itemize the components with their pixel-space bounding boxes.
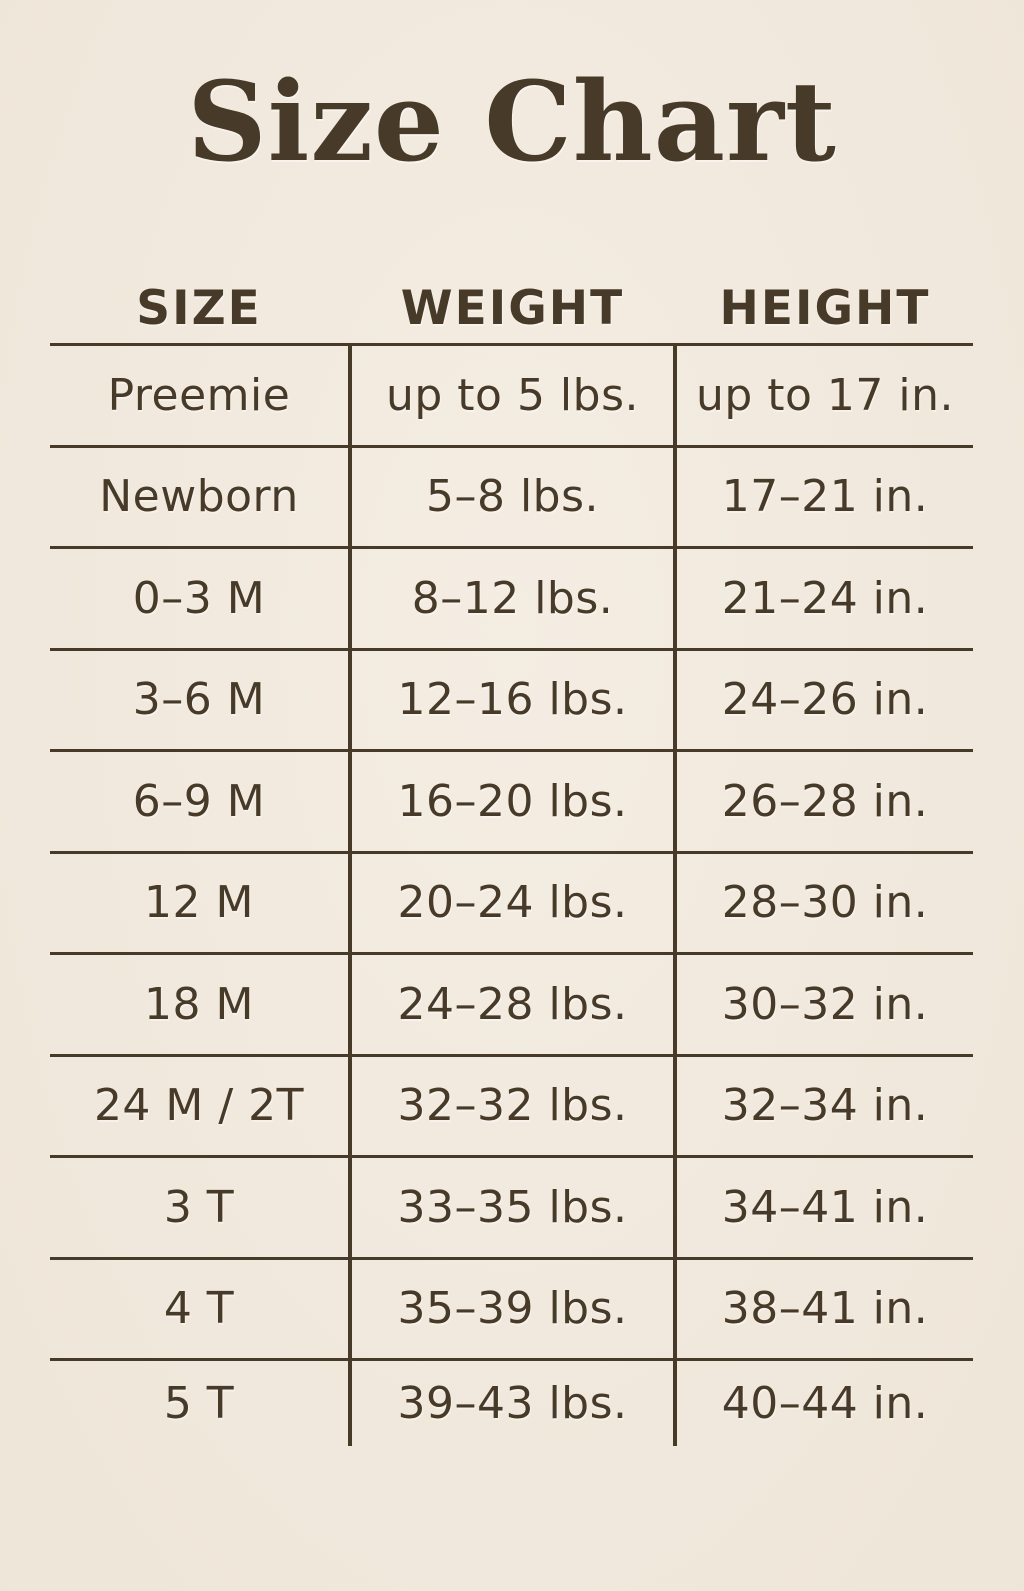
table-row: 4 T 35–39 lbs. 38–41 in. <box>50 1256 973 1358</box>
size-chart-page: Size Chart SIZE WEIGHT HEIGHT Preemie up… <box>0 55 1024 1446</box>
page-title: Size Chart <box>187 57 837 186</box>
size-cell: 5 T <box>163 1378 235 1429</box>
table-row: 3 T 33–35 lbs. 34–41 in. <box>50 1155 973 1257</box>
weight-cell: 35–39 lbs. <box>348 1259 677 1358</box>
height-cell: up to 17 in. <box>695 369 955 421</box>
weight-cell: 5–8 lbs. <box>348 447 677 546</box>
weight-cell: up to 5 lbs. <box>348 346 677 445</box>
table-row: 24 M / 2T 32–32 lbs. 32–34 in. <box>50 1053 973 1155</box>
size-chart-table: SIZE WEIGHT HEIGHT Preemie up to 5 lbs. … <box>50 273 973 1446</box>
size-cell: 18 M <box>144 978 254 1030</box>
weight-cell: 20–24 lbs. <box>348 853 677 952</box>
table-row: 3–6 M 12–16 lbs. 24–26 in. <box>50 647 973 749</box>
weight-cell: 8–12 lbs. <box>348 549 677 648</box>
weight-cell: 33–35 lbs. <box>348 1158 677 1257</box>
size-cell: 6–9 M <box>132 775 266 827</box>
height-cell: 17–21 in. <box>721 471 929 523</box>
height-cell: 28–30 in. <box>721 877 929 929</box>
column-header-size: SIZE <box>136 280 262 336</box>
weight-cell: 39–43 lbs. <box>348 1361 677 1446</box>
size-table-body: Preemie up to 5 lbs. up to 17 in. Newbor… <box>50 343 973 1446</box>
height-cell: 26–28 in. <box>721 775 929 827</box>
height-cell: 32–34 in. <box>721 1080 929 1132</box>
size-cell: Newborn <box>99 471 299 523</box>
table-row: 12 M 20–24 lbs. 28–30 in. <box>50 850 973 952</box>
weight-cell: 24–28 lbs. <box>348 955 677 1054</box>
size-cell: 12 M <box>144 877 254 929</box>
height-cell: 30–32 in. <box>721 978 929 1030</box>
size-cell: 24 M / 2T <box>93 1080 305 1132</box>
table-row: Preemie up to 5 lbs. up to 17 in. <box>50 343 973 445</box>
weight-cell: 32–32 lbs. <box>348 1056 677 1155</box>
height-cell: 38–41 in. <box>721 1283 929 1335</box>
weight-cell: 12–16 lbs. <box>348 650 677 749</box>
table-row: 5 T 39–43 lbs. 40–44 in. <box>50 1358 973 1446</box>
table-row: 18 M 24–28 lbs. 30–32 in. <box>50 952 973 1054</box>
column-header-weight: WEIGHT <box>400 280 625 336</box>
table-row: 6–9 M 16–20 lbs. 26–28 in. <box>50 749 973 851</box>
height-cell: 34–41 in. <box>721 1181 929 1233</box>
table-row: Newborn 5–8 lbs. 17–21 in. <box>50 444 973 546</box>
size-cell: 4 T <box>163 1283 235 1335</box>
table-header-row: SIZE WEIGHT HEIGHT <box>50 273 973 343</box>
height-cell: 40–44 in. <box>721 1378 929 1429</box>
column-header-height: HEIGHT <box>719 280 931 336</box>
size-cell: 3 T <box>163 1181 235 1233</box>
height-cell: 21–24 in. <box>721 572 929 624</box>
height-cell: 24–26 in. <box>721 674 929 726</box>
size-cell: 3–6 M <box>132 674 266 726</box>
size-cell: 0–3 M <box>132 572 266 624</box>
size-cell: Preemie <box>107 369 291 421</box>
weight-cell: 16–20 lbs. <box>348 752 677 851</box>
table-row: 0–3 M 8–12 lbs. 21–24 in. <box>50 546 973 648</box>
